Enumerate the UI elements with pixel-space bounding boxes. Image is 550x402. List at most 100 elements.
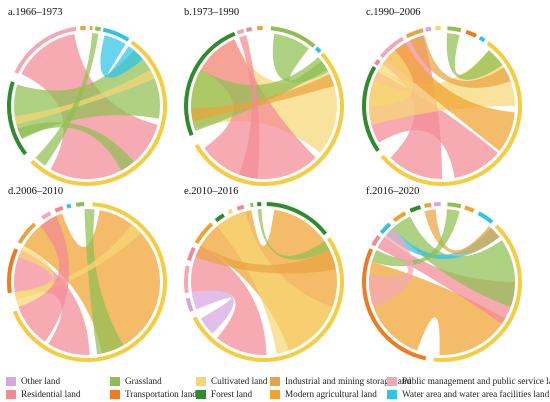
chord-ribbon-6-3: [393, 216, 515, 307]
chord-arc-4-3: [41, 211, 52, 220]
chord-ribbon-4-2: [14, 249, 90, 356]
legend-label-forest: Forest land: [211, 389, 253, 399]
chord-ribbon-6-7: [369, 227, 414, 307]
chord-arc-3-1: [361, 66, 380, 152]
chord-arc-4-5: [66, 203, 72, 209]
legend-item-grassland: Grassland: [110, 374, 162, 388]
chord-arc-6-9: [464, 205, 475, 213]
panel-title: d.2006–2010: [8, 186, 63, 197]
chord-ribbon-4-6: [14, 245, 55, 307]
legend-swatch-other: [6, 376, 16, 386]
chord-ribbon-1-4: [17, 122, 134, 171]
legend-label-public: Public management and public service lan…: [402, 376, 550, 386]
chord-arc-2-1: [184, 31, 236, 136]
panel-title: f.2016–2020: [366, 186, 419, 197]
chord-arc-1-4: [94, 26, 101, 32]
chord-arc-3-4: [405, 28, 424, 39]
chord-arc-2-2: [236, 28, 245, 35]
chord-arc-1-3: [89, 26, 93, 31]
chord-arc-3-3: [379, 36, 404, 59]
chord-ribbon-3-6: [409, 35, 511, 88]
chord-arc-5-9: [257, 202, 262, 207]
legend-item-forest: Forest land: [196, 387, 252, 401]
chord-ribbon-3-7: [369, 50, 414, 106]
legend-swatch-modern: [270, 389, 280, 399]
chord-arc-1-1: [14, 26, 77, 74]
legend-item-residential: Residential land: [6, 387, 80, 401]
chord-arc-1-7: [6, 81, 28, 156]
legend: Other land Grassland Cultivated land Ind…: [0, 372, 550, 402]
chord-arc-5-5: [214, 213, 225, 223]
chord-arc-1-2: [80, 26, 86, 31]
chord-arc-2-3: [246, 26, 253, 32]
chord-ribbon-4-5: [18, 215, 70, 342]
legend-label-other: Other land: [21, 376, 61, 386]
panel-title: e.2010–2016: [184, 186, 239, 197]
legend-item-modern: Modern agricultural land: [270, 387, 377, 401]
chord-arc-4-2: [17, 222, 37, 244]
chord-arc-5-7: [236, 204, 245, 211]
legend-swatch-grassland: [110, 376, 120, 386]
chord-ribbon-2-2: [200, 39, 316, 180]
chord-ribbon-5-2: [191, 245, 267, 355]
chord-arc-5-2: [184, 265, 190, 294]
chord-ribbon-1-5: [14, 69, 155, 125]
chord-arc-5-1: [185, 297, 194, 312]
legend-swatch-residential: [6, 389, 16, 399]
legend-swatch-public: [387, 376, 397, 386]
chord-ribbon-3-5: [446, 33, 503, 80]
legend-swatch-cultivated: [196, 376, 206, 386]
chord-arc-6-6: [424, 202, 432, 208]
legend-item-transport: Transportation land: [110, 387, 197, 401]
chord-arc-1-5: [102, 27, 130, 42]
chord-ribbon-3-4: [386, 42, 515, 151]
chord-arc-5-8: [250, 202, 254, 208]
chord-panel-6: f.2016–2020: [362, 186, 522, 362]
chord-arc-4-4: [54, 205, 64, 213]
legend-swatch-forest: [196, 389, 206, 399]
chord-panel-1: a.1966–1973: [6, 7, 167, 186]
chord-arc-3-9: [478, 36, 486, 43]
chord-ribbon-5-6: [195, 245, 336, 274]
legend-label-water: Water area and water area facilities lan…: [402, 389, 550, 399]
legend-item-industrial: Industrial and mining storage land: [270, 374, 411, 388]
chord-arc-6-2: [371, 234, 381, 247]
legend-swatch-water: [387, 389, 397, 399]
panel-title: b.1973–1990: [184, 7, 239, 18]
chord-ribbon-6-6: [371, 209, 460, 267]
legend-label-residential: Residential land: [21, 389, 81, 399]
chord-arc-6-5: [409, 205, 422, 213]
chord-arc-5-6: [227, 208, 234, 215]
legend-label-grassland: Grassland: [125, 376, 162, 386]
chord-ribbon-1-3: [100, 35, 143, 78]
chord-arc-5-10: [266, 202, 328, 236]
chord-ribbon-1-6: [35, 33, 99, 166]
chord-arc-2-6: [314, 46, 322, 54]
chord-arc-6-7: [433, 202, 441, 207]
legend-item-public: Public management and public service lan…: [387, 374, 550, 388]
chord-panel-5: e.2010–2016: [184, 186, 344, 363]
legend-label-cultivated: Cultivated land: [211, 376, 268, 386]
chord-arc-4-6: [75, 202, 85, 207]
chord-arc-2-7: [194, 52, 344, 186]
chord-arc-3-7: [447, 26, 462, 33]
chord-arc-2-4: [257, 26, 263, 31]
chord-arc-5-4: [194, 222, 214, 244]
chord-arc-3-8: [465, 29, 478, 38]
legend-item-other: Other land: [6, 374, 60, 388]
chord-arc-3-2: [374, 58, 381, 66]
legend-label-modern: Modern agricultural land: [285, 389, 377, 399]
chord-arc-1-6: [30, 40, 167, 186]
chord-ribbon-5-3: [191, 290, 234, 334]
chord-arc-3-6: [435, 26, 441, 31]
chord-arc-2-5: [270, 26, 316, 48]
chord-diagrams: a.1966–1973 b.1973–1990 c.1990–2006 d.2006–…: [6, 7, 522, 363]
chord-arc-5-3: [187, 246, 196, 262]
chord-ribbon-2-5: [191, 73, 335, 122]
chord-ribbon-5-4: [217, 211, 333, 354]
legend-swatch-industrial: [270, 376, 280, 386]
chord-ribbon-2-6: [239, 35, 260, 179]
chord-arc-6-1: [362, 248, 427, 361]
chord-arc-3-5: [425, 26, 432, 32]
chord-panel-4: d.2006–2010: [7, 186, 168, 362]
